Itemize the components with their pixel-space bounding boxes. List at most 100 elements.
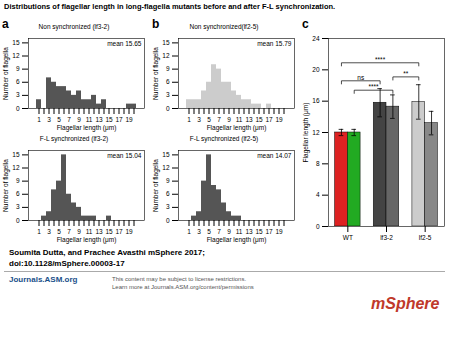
svg-text:0: 0 bbox=[316, 223, 320, 230]
svg-text:Flagellar length (μm): Flagellar length (μm) bbox=[302, 103, 310, 163]
svg-text:11: 11 bbox=[236, 228, 243, 235]
svg-text:Flagellar length (μm): Flagellar length (μm) bbox=[57, 124, 117, 132]
svg-text:Number of flagella: Number of flagella bbox=[2, 47, 10, 100]
svg-text:19: 19 bbox=[125, 116, 133, 123]
svg-text:15: 15 bbox=[105, 228, 113, 235]
html-text:Journals.ASM.org: Journals.ASM.org bbox=[9, 275, 78, 284]
svg-text:mean 14.07: mean 14.07 bbox=[257, 152, 292, 159]
svg-text:Flagellar length (μm): Flagellar length (μm) bbox=[57, 236, 117, 244]
svg-text:12: 12 bbox=[162, 164, 170, 171]
svg-text:3: 3 bbox=[47, 228, 51, 235]
svg-text:Flagellar length (μm): Flagellar length (μm) bbox=[207, 124, 267, 132]
svg-text:Number of flagella: Number of flagella bbox=[2, 159, 10, 212]
svg-text:19: 19 bbox=[125, 228, 133, 235]
svg-text:17: 17 bbox=[265, 116, 273, 123]
svg-text:16: 16 bbox=[312, 97, 320, 104]
svg-text:15: 15 bbox=[162, 151, 170, 158]
svg-text:7: 7 bbox=[217, 116, 221, 123]
svg-text:9: 9 bbox=[227, 116, 231, 123]
svg-text:0: 0 bbox=[16, 217, 20, 224]
svg-text:15: 15 bbox=[255, 228, 263, 235]
svg-text:ns: ns bbox=[357, 74, 365, 81]
svg-text:3: 3 bbox=[16, 203, 20, 210]
svg-text:Number of flagella: Number of flagella bbox=[152, 159, 160, 212]
svg-text:9: 9 bbox=[166, 65, 170, 72]
html-text:Soumita Dutta, and Prachee Ava: Soumita Dutta, and Prachee Avasthi mSphe… bbox=[9, 248, 205, 257]
svg-text:17: 17 bbox=[265, 228, 273, 235]
svg-text:9: 9 bbox=[227, 228, 231, 235]
svg-text:12: 12 bbox=[312, 129, 320, 136]
html-text:F-L synchronized (lf3-2): F-L synchronized (lf3-2) bbox=[39, 135, 109, 142]
svg-text:lf3-2: lf3-2 bbox=[380, 234, 393, 241]
svg-text:1: 1 bbox=[187, 228, 191, 235]
svg-text:15: 15 bbox=[162, 39, 170, 46]
svg-text:3: 3 bbox=[166, 91, 170, 98]
svg-text:0: 0 bbox=[166, 105, 170, 112]
svg-text:13: 13 bbox=[95, 116, 103, 123]
svg-text:17: 17 bbox=[115, 116, 123, 123]
svg-text:9: 9 bbox=[16, 177, 20, 184]
svg-text:WT: WT bbox=[343, 234, 353, 241]
svg-text:4: 4 bbox=[316, 191, 320, 198]
svg-text:7: 7 bbox=[67, 116, 71, 123]
svg-text:15: 15 bbox=[12, 39, 20, 46]
svg-text:8: 8 bbox=[316, 160, 320, 167]
svg-text:11: 11 bbox=[86, 228, 93, 235]
svg-text:mean 15.04: mean 15.04 bbox=[107, 152, 142, 159]
svg-text:mean 15.65: mean 15.65 bbox=[107, 40, 142, 47]
svg-text:3: 3 bbox=[197, 228, 201, 235]
svg-text:Flagellar length (μm): Flagellar length (μm) bbox=[207, 236, 267, 244]
svg-text:19: 19 bbox=[275, 116, 283, 123]
svg-text:13: 13 bbox=[245, 116, 253, 123]
svg-text:5: 5 bbox=[57, 116, 61, 123]
svg-text:15: 15 bbox=[105, 116, 113, 123]
svg-text:7: 7 bbox=[217, 228, 221, 235]
svg-text:13: 13 bbox=[95, 228, 103, 235]
svg-text:9: 9 bbox=[77, 228, 81, 235]
svg-text:12: 12 bbox=[162, 52, 170, 59]
svg-text:****: **** bbox=[368, 83, 379, 90]
svg-text:9: 9 bbox=[16, 65, 20, 72]
svg-text:**: ** bbox=[403, 70, 409, 77]
html-text:mSphere: mSphere bbox=[371, 295, 440, 312]
svg-text:20: 20 bbox=[312, 66, 320, 73]
svg-text:7: 7 bbox=[67, 228, 71, 235]
svg-text:3: 3 bbox=[16, 91, 20, 98]
svg-text:17: 17 bbox=[115, 228, 123, 235]
svg-text:19: 19 bbox=[275, 228, 283, 235]
svg-text:6: 6 bbox=[16, 78, 20, 85]
svg-text:mean 15.79: mean 15.79 bbox=[257, 40, 292, 47]
svg-text:6: 6 bbox=[166, 78, 170, 85]
svg-text:1: 1 bbox=[37, 116, 41, 123]
html-text:doi:10.1128/mSphere.00003-17: doi:10.1128/mSphere.00003-17 bbox=[9, 259, 125, 268]
svg-text:lf2-5: lf2-5 bbox=[419, 234, 432, 241]
svg-text:9: 9 bbox=[166, 177, 170, 184]
svg-text:5: 5 bbox=[207, 228, 211, 235]
svg-text:6: 6 bbox=[16, 190, 20, 197]
svg-text:12: 12 bbox=[12, 52, 20, 59]
svg-text:13: 13 bbox=[245, 228, 253, 235]
html-text:b: b bbox=[152, 17, 160, 31]
html-text:This content may be subject to: This content may be subject to license r… bbox=[112, 276, 254, 290]
svg-text:11: 11 bbox=[86, 116, 93, 123]
svg-text:3: 3 bbox=[197, 116, 201, 123]
svg-text:11: 11 bbox=[236, 116, 243, 123]
svg-text:5: 5 bbox=[57, 228, 61, 235]
svg-text:****: **** bbox=[375, 56, 386, 63]
svg-text:1: 1 bbox=[37, 228, 41, 235]
svg-text:15: 15 bbox=[12, 151, 20, 158]
svg-text:1: 1 bbox=[187, 116, 191, 123]
svg-text:24: 24 bbox=[312, 35, 320, 42]
svg-text:15: 15 bbox=[255, 116, 263, 123]
html-text:Non synchronized (lf3-2): Non synchronized (lf3-2) bbox=[38, 23, 110, 30]
svg-text:3: 3 bbox=[166, 203, 170, 210]
svg-text:9: 9 bbox=[77, 116, 81, 123]
svg-text:5: 5 bbox=[207, 116, 211, 123]
svg-text:0: 0 bbox=[16, 105, 20, 112]
svg-text:12: 12 bbox=[12, 164, 20, 171]
svg-text:6: 6 bbox=[166, 190, 170, 197]
html-text:Distributions of flagellar len: Distributions of flagellar length in lon… bbox=[4, 2, 336, 11]
svg-text:Number of flagella: Number of flagella bbox=[152, 47, 160, 100]
svg-text:3: 3 bbox=[47, 116, 51, 123]
svg-text:0: 0 bbox=[166, 217, 170, 224]
